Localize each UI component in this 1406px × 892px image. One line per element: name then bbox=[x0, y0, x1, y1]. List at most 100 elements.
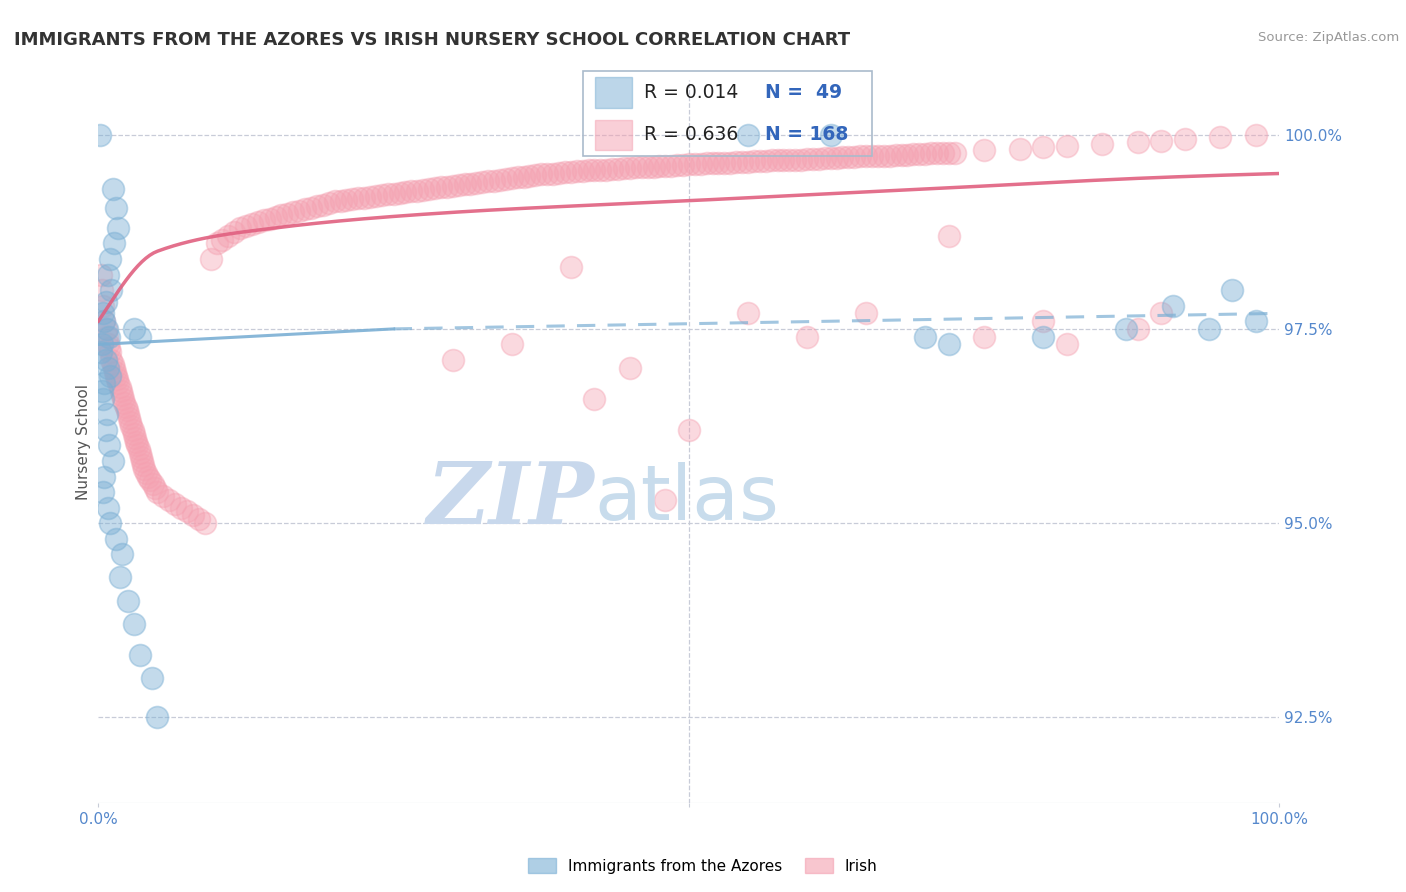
Point bbox=[187, 512, 209, 526]
Point bbox=[560, 260, 582, 274]
Point bbox=[125, 434, 148, 449]
Point bbox=[93, 376, 115, 391]
Point bbox=[253, 213, 276, 227]
Point bbox=[98, 252, 121, 266]
Point bbox=[107, 376, 129, 391]
Point bbox=[571, 164, 593, 178]
Point bbox=[737, 306, 759, 320]
Point bbox=[465, 176, 488, 190]
Point bbox=[335, 193, 357, 207]
Point bbox=[489, 172, 512, 186]
Point bbox=[583, 163, 606, 178]
Point bbox=[100, 353, 122, 368]
Point bbox=[973, 329, 995, 343]
Point bbox=[1150, 134, 1173, 148]
Point bbox=[111, 547, 134, 561]
Point bbox=[224, 225, 246, 239]
Point bbox=[312, 197, 335, 211]
Point bbox=[93, 314, 115, 328]
Point bbox=[96, 408, 118, 422]
Point bbox=[855, 306, 877, 320]
Point bbox=[97, 360, 120, 375]
Point bbox=[938, 337, 960, 351]
Point bbox=[619, 161, 641, 175]
Point bbox=[131, 454, 153, 468]
Point bbox=[1032, 140, 1054, 154]
Point bbox=[305, 199, 328, 213]
Point bbox=[820, 128, 842, 142]
Point bbox=[134, 461, 156, 475]
Point bbox=[101, 357, 124, 371]
Point bbox=[276, 207, 298, 221]
Point bbox=[94, 322, 117, 336]
Point bbox=[589, 162, 612, 177]
Point bbox=[103, 360, 125, 375]
Point bbox=[1056, 138, 1078, 153]
Point bbox=[98, 368, 121, 383]
Point bbox=[97, 337, 120, 351]
Point bbox=[702, 156, 724, 170]
Point bbox=[94, 353, 117, 368]
Point bbox=[246, 215, 269, 229]
Point bbox=[294, 202, 316, 217]
Point bbox=[654, 159, 676, 173]
Point bbox=[619, 360, 641, 375]
Point bbox=[112, 395, 135, 409]
Point bbox=[643, 160, 665, 174]
Point bbox=[630, 161, 652, 175]
Bar bbox=[595, 78, 633, 108]
Point bbox=[925, 146, 948, 161]
Point bbox=[554, 165, 576, 179]
Point bbox=[91, 384, 114, 398]
Point bbox=[143, 481, 166, 495]
Point bbox=[97, 268, 120, 282]
Point bbox=[696, 156, 718, 170]
Point bbox=[128, 329, 150, 343]
Point bbox=[482, 173, 505, 187]
Point bbox=[659, 159, 682, 173]
Point bbox=[91, 337, 114, 351]
Point bbox=[128, 648, 150, 663]
Point bbox=[866, 148, 889, 162]
Point bbox=[217, 228, 239, 243]
Point bbox=[105, 372, 128, 386]
Point bbox=[146, 485, 169, 500]
Legend: Immigrants from the Azores, Irish: Immigrants from the Azores, Irish bbox=[522, 852, 884, 880]
Point bbox=[105, 202, 128, 216]
Point bbox=[118, 411, 141, 425]
Point bbox=[624, 161, 647, 175]
Point bbox=[94, 294, 117, 309]
Text: IMMIGRANTS FROM THE AZORES VS IRISH NURSERY SCHOOL CORRELATION CHART: IMMIGRANTS FROM THE AZORES VS IRISH NURS… bbox=[14, 31, 851, 49]
Point bbox=[447, 178, 470, 193]
Point bbox=[678, 423, 700, 437]
Point bbox=[91, 299, 114, 313]
Point bbox=[114, 400, 136, 414]
Point bbox=[1161, 299, 1184, 313]
Point bbox=[115, 403, 138, 417]
Point bbox=[128, 446, 150, 460]
Point bbox=[896, 148, 918, 162]
Point bbox=[101, 454, 124, 468]
Point bbox=[1008, 142, 1031, 156]
Point bbox=[93, 314, 115, 328]
Point bbox=[98, 438, 121, 452]
Point bbox=[600, 161, 623, 176]
Point bbox=[595, 162, 617, 177]
Point bbox=[1126, 322, 1149, 336]
Point bbox=[1126, 136, 1149, 150]
Point bbox=[132, 458, 155, 472]
Text: ZIP: ZIP bbox=[426, 458, 595, 541]
Point bbox=[713, 155, 735, 169]
Point bbox=[565, 164, 588, 178]
Point bbox=[194, 516, 217, 530]
Point bbox=[141, 672, 163, 686]
Point bbox=[938, 228, 960, 243]
Point bbox=[165, 497, 187, 511]
Point bbox=[441, 353, 464, 368]
Point bbox=[401, 185, 423, 199]
Text: N = 168: N = 168 bbox=[765, 126, 848, 145]
Point bbox=[637, 160, 659, 174]
Point bbox=[129, 450, 152, 464]
Point bbox=[831, 150, 853, 164]
Point bbox=[347, 191, 370, 205]
